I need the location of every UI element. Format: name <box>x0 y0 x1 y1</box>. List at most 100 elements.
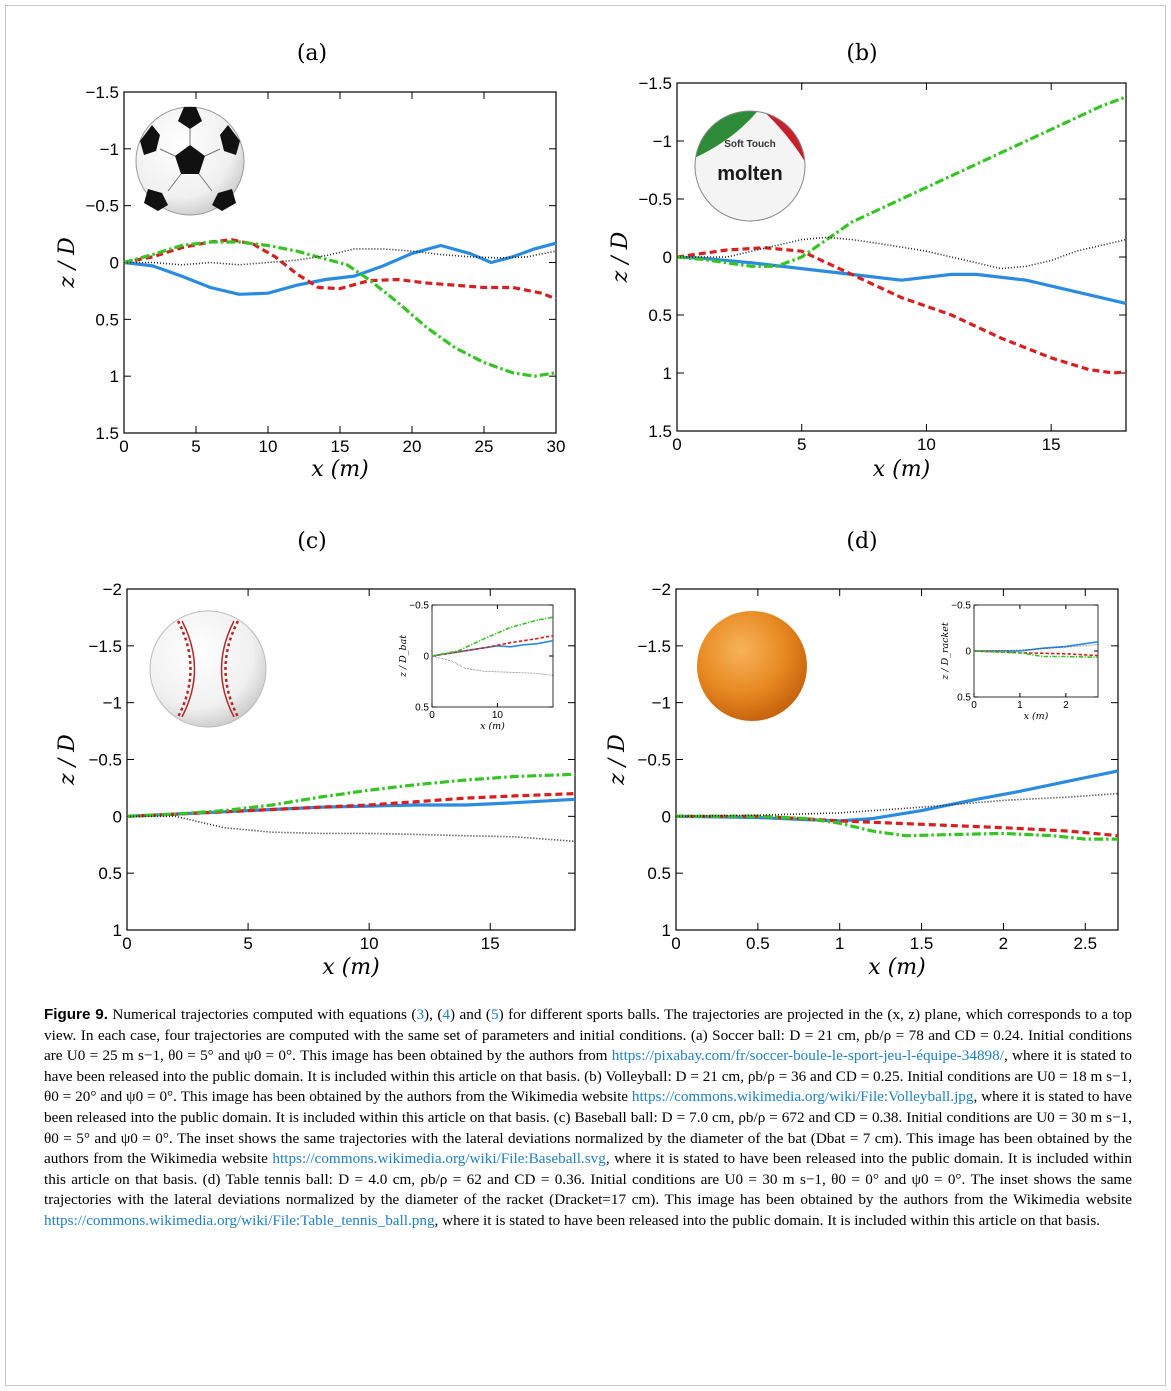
caption-text-4: ) for different sports balls. The trajec… <box>44 1006 1132 1065</box>
x-tick-label: 2 <box>999 934 1008 953</box>
caption-text-3: ) and ( <box>450 1006 491 1023</box>
panel-label: (a) <box>297 41 327 66</box>
panel-label: (c) <box>297 529 327 554</box>
x-axis-label: x (m) <box>322 955 379 980</box>
inset-series-dashed-red <box>431 634 554 657</box>
caption-text-5: , where it is stated to have been releas… <box>44 1047 1132 1106</box>
series-dashed-red <box>676 246 1127 375</box>
y-tick-label: 0.5 <box>95 310 119 329</box>
inset-y-axis-label: z / D_bat <box>398 635 409 678</box>
x-tick-label: 5 <box>191 437 200 456</box>
x-tick-label: 15 <box>1042 435 1061 454</box>
y-tick-label: 0 <box>662 807 671 826</box>
series-dotted-black <box>127 815 576 843</box>
y-tick-label: 0 <box>965 647 971 658</box>
y-tick-label: −2 <box>652 580 671 599</box>
panel-label: (d) <box>846 529 877 554</box>
y-tick-label: −0.5 <box>638 190 672 209</box>
x-tick-label: 1.5 <box>910 934 934 953</box>
figure-frame <box>5 5 1166 1386</box>
series-dotted-black <box>677 236 1127 270</box>
x-axis-label: x (m) <box>311 457 368 482</box>
caption-text-6: , where it is stated to have been releas… <box>44 1088 1133 1168</box>
inset-x-axis-label: x (m) <box>480 721 505 732</box>
inset-series-solid-blue <box>974 641 1099 652</box>
soccer-ball-image <box>135 106 245 216</box>
x-tick-label: 2 <box>1063 700 1069 711</box>
caption-text-2: ), ( <box>424 1006 443 1023</box>
inset-y-axis-label: z / D_racket <box>940 622 951 681</box>
y-tick-label: 1 <box>662 921 671 940</box>
panel-d: (d)0 0.5 1 1.5 2 2.5−2−1.5−1−0.500.51x (m)z /… <box>605 529 1119 980</box>
y-tick-label: 0.5 <box>647 864 671 883</box>
y-tick-label: −2 <box>103 580 122 599</box>
x-tick-label: 0 <box>122 934 131 953</box>
series-solid-blue <box>123 241 557 296</box>
x-tick-label: 1 <box>1017 700 1023 711</box>
series-dashdot-green <box>123 240 557 378</box>
caption-text-8: , where it is stated to have been releas… <box>434 1211 1101 1229</box>
volleyball-source-link[interactable]: https://commons.wikimedia.org/wiki/File:… <box>631 1088 974 1106</box>
inset-series-dashdot-green <box>973 650 1099 659</box>
y-tick-label: −0.5 <box>637 751 671 770</box>
y-tick-label: −1.5 <box>88 637 122 656</box>
baseball-source-link[interactable]: https://commons.wikimedia.org/wiki/File:… <box>272 1150 606 1168</box>
x-tick-label: 25 <box>475 437 494 456</box>
table-tennis-source-link[interactable]: https://commons.wikimedia.org/wiki/File:… <box>44 1211 435 1229</box>
caption-text-1: Numerical trajectories computed with equ… <box>107 1006 417 1023</box>
figure-caption: Figure 9. Numerical trajectories compute… <box>44 1005 1132 1232</box>
y-tick-label: −1.5 <box>85 83 119 102</box>
equation-ref-5[interactable]: 5 <box>490 1006 499 1023</box>
caption-label: Figure 9. <box>44 1006 108 1023</box>
y-tick-label: 0 <box>113 807 122 826</box>
panel-b: (b) 0 5 10 15 −1.5 −1 −0.5 0 0.5 1 1.5 x (m) z / D <box>608 41 1127 482</box>
y-axis-label: z / D <box>55 237 80 289</box>
panel-label: (b) <box>846 41 877 66</box>
y-tick-label: −0.5 <box>409 601 429 612</box>
y-tick-label: −1 <box>652 694 671 713</box>
volleyball-text-2: molten <box>717 163 783 185</box>
figure-panels: (a)0 5 10 15 20 25 30−1.5−1−0.500.511.5x (m)z … <box>55 41 1127 980</box>
y-tick-label: −1 <box>100 140 119 159</box>
series-dashdot-green <box>676 95 1127 268</box>
y-tick-label: 1.5 <box>648 422 672 441</box>
inset-plot: 0 10−0.500.5x (m)z / D_bat <box>398 601 554 732</box>
inset-plot: 0 1 2−0.500.5x (m)z / D_racket <box>940 601 1099 722</box>
equation-ref-4[interactable]: 4 <box>442 1006 451 1023</box>
y-tick-label: −1.5 <box>637 637 671 656</box>
x-tick-label: 10 <box>360 934 379 953</box>
y-tick-label: 1.5 <box>95 424 119 443</box>
table-tennis-ball-image <box>697 611 807 721</box>
y-tick-label: 0.5 <box>98 864 122 883</box>
y-axis-label: z / D <box>605 734 630 786</box>
volleyball-text-1: Soft Touch <box>724 139 775 150</box>
y-tick-label: 1 <box>663 364 672 383</box>
inset-x-axis-label: x (m) <box>1024 711 1049 722</box>
inset-series-dashed-red <box>973 650 1099 657</box>
series-dotted-black <box>675 792 1119 818</box>
panel-c: (c)0 5 10 15−2−1.5−1−0.500.51x (m)z / D0 10−… <box>55 529 576 980</box>
x-tick-label: 10 <box>259 437 278 456</box>
y-tick-label: −0.5 <box>85 197 119 216</box>
y-tick-label: −1 <box>103 694 122 713</box>
x-tick-label: 15 <box>481 934 500 953</box>
x-tick-label: 30 <box>547 437 566 456</box>
x-tick-label: 0 <box>429 710 435 721</box>
y-tick-label: 0.5 <box>648 306 672 325</box>
series-dashed-red <box>676 814 1119 838</box>
series-dashdot-green <box>676 814 1118 841</box>
y-tick-label: 0.5 <box>415 703 429 714</box>
y-tick-label: −1.5 <box>638 74 672 93</box>
equation-ref-3[interactable]: 3 <box>416 1006 425 1023</box>
pixabay-link[interactable]: https://pixabay.com/fr/soccer-boule-le-s… <box>611 1047 1004 1065</box>
x-tick-label: 5 <box>797 435 806 454</box>
y-tick-label: 0 <box>423 652 429 663</box>
series-solid-blue <box>676 255 1127 305</box>
x-tick-label: 0 <box>671 934 680 953</box>
x-tick-label: 0 <box>971 700 977 711</box>
inset-series-dashdot-green <box>431 616 554 657</box>
series-dotted-black <box>124 248 557 266</box>
y-axis-label: z / D <box>55 734 80 786</box>
baseball-image <box>149 610 267 728</box>
x-tick-label: 2.5 <box>1073 934 1097 953</box>
